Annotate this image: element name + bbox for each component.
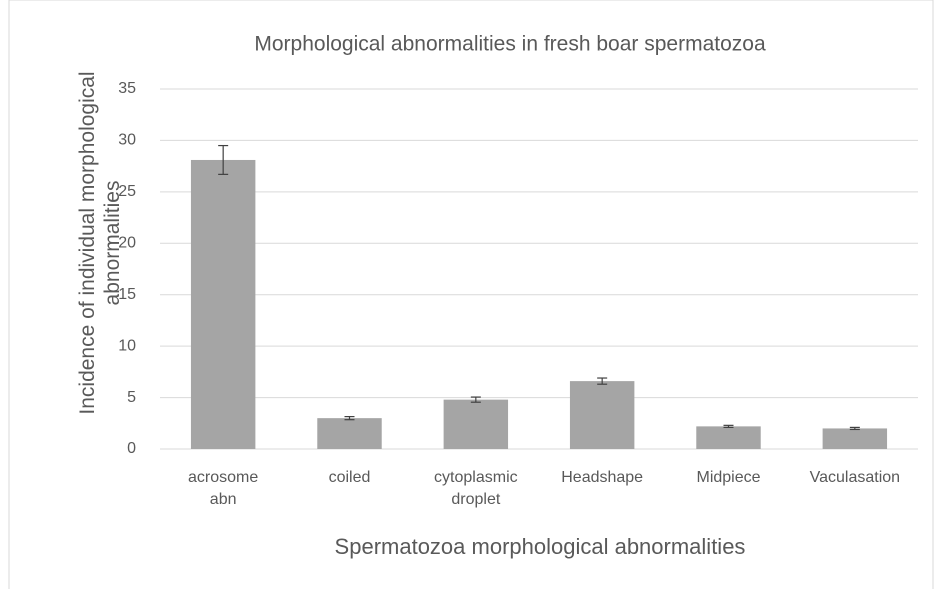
x-tick-label: Headshape: [561, 469, 644, 486]
y-tick-label: 0: [127, 440, 136, 457]
error-bar: [723, 424, 734, 428]
y-tick-label: 30: [118, 132, 136, 149]
chart-border: [8, 0, 934, 589]
y-tick-label: 20: [118, 235, 136, 252]
y-tick-label: 25: [118, 183, 136, 200]
y-tick-label: 5: [127, 389, 136, 406]
x-tick-label: coiled: [328, 469, 371, 486]
bar: [822, 428, 888, 449]
bar: [317, 418, 382, 449]
x-tick-label: acrosome abn: [188, 469, 259, 508]
x-axis-title: Spermatozoa morphological abnormalities: [335, 534, 746, 559]
bar: [443, 399, 509, 449]
bar: [190, 159, 256, 449]
error-bar: [218, 144, 229, 175]
x-tick-label: Midpiece: [696, 469, 761, 486]
y-axis-title: Incidence of individual morphological ab…: [76, 71, 124, 415]
y-tick-label: 15: [118, 286, 136, 303]
error-bar: [470, 396, 481, 403]
x-tick-label: cytoplasmic droplet: [434, 469, 518, 508]
y-tick-label: 35: [118, 80, 136, 97]
x-tick-label: Vaculasation: [809, 469, 901, 486]
bar: [569, 381, 635, 449]
bar: [696, 426, 761, 449]
error-bar: [597, 377, 608, 385]
chart-title: Morphological abnormalities in fresh boa…: [254, 33, 766, 56]
y-tick-label: 10: [118, 337, 136, 354]
error-bar: [344, 416, 355, 421]
error-bar: [849, 426, 860, 431]
